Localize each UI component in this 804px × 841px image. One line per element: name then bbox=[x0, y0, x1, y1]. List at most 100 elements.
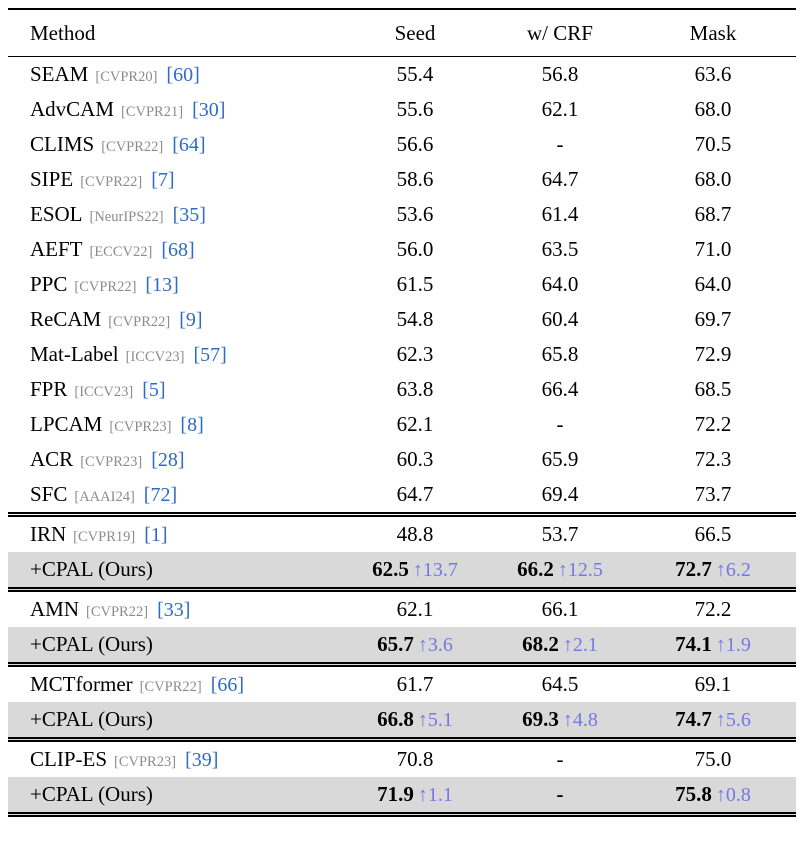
value-cell: 72.3 bbox=[630, 442, 796, 477]
value-cell: 64.7 bbox=[490, 162, 630, 197]
venue-tag: [CVPR22] bbox=[101, 139, 164, 155]
citation-link[interactable]: [57] bbox=[193, 344, 227, 366]
citation-link[interactable]: [7] bbox=[151, 169, 175, 191]
method-row: AMN [CVPR22] [33] 62.1 66.1 72.2 bbox=[8, 587, 796, 627]
improvement-delta: ↑4.8 bbox=[562, 709, 598, 731]
method-row: AdvCAM [CVPR21] [30] 55.6 62.1 68.0 bbox=[8, 92, 796, 127]
header-seed: Seed bbox=[340, 9, 490, 57]
value-cell: 69.1 bbox=[630, 662, 796, 702]
method-row: IRN [CVPR19] [1] 48.8 53.7 66.5 bbox=[8, 512, 796, 552]
value-cell: 58.6 bbox=[340, 162, 490, 197]
citation-link[interactable]: [64] bbox=[172, 134, 206, 156]
value-cell: 64.7 bbox=[340, 477, 490, 515]
citation-link[interactable]: [72] bbox=[143, 484, 178, 506]
venue-tag: [CVPR19] bbox=[73, 529, 136, 545]
method-name: +CPAL (Ours) bbox=[30, 557, 153, 581]
metric-value: 58.6 bbox=[396, 167, 434, 191]
improvement-delta: ↑0.8 bbox=[715, 784, 751, 806]
venue-tag: [CVPR22] bbox=[74, 279, 137, 295]
metric-value: 66.2 bbox=[517, 557, 554, 581]
method-cell: Mat-Label [ICCV23] [57] bbox=[8, 337, 340, 372]
metric-value: 62.5 bbox=[372, 557, 409, 581]
method-name: MCTformer bbox=[30, 672, 133, 696]
citation-link[interactable]: [5] bbox=[142, 379, 166, 401]
metric-value: - bbox=[556, 782, 564, 806]
venue-tag: [ICCV23] bbox=[125, 349, 185, 365]
metric-value: 69.1 bbox=[694, 672, 732, 696]
citation-link[interactable]: [8] bbox=[180, 414, 204, 436]
method-cell: FPR [ICCV23] [5] bbox=[8, 372, 340, 407]
method-cell: ESOL [NeurIPS22] [35] bbox=[8, 197, 340, 232]
venue-tag: [CVPR22] bbox=[139, 679, 202, 695]
venue-tag: [NeurIPS22] bbox=[89, 209, 164, 225]
value-cell: 64.0 bbox=[630, 267, 796, 302]
metric-value: 61.5 bbox=[396, 272, 434, 296]
method-cell: MCTformer [CVPR22] [66] bbox=[8, 662, 340, 702]
table-body: SEAM [CVPR20] [60] 55.4 56.8 63.6 AdvCAM [CVPR2… bbox=[8, 57, 796, 815]
metric-value: 68.5 bbox=[694, 377, 732, 401]
metric-value: 61.7 bbox=[396, 672, 434, 696]
method-name: +CPAL (Ours) bbox=[30, 782, 153, 806]
metric-value: 72.7 bbox=[675, 557, 712, 581]
metric-value: 62.1 bbox=[541, 97, 579, 121]
ours-row: +CPAL (Ours) 62.5 ↑13.7 66.2 ↑12.5 72.7 ↑6.2 bbox=[8, 552, 796, 590]
method-cell: CLIP-ES [CVPR23] [39] bbox=[8, 737, 340, 777]
results-table: Method Seed w/ CRF Mask SEAM [CVPR20] [60]… bbox=[8, 8, 796, 817]
citation-link[interactable]: [13] bbox=[145, 274, 179, 296]
metric-value: 74.1 bbox=[675, 632, 712, 656]
citation-link[interactable]: [9] bbox=[179, 309, 203, 331]
method-cell: IRN [CVPR19] [1] bbox=[8, 512, 340, 552]
method-cell: AdvCAM [CVPR21] [30] bbox=[8, 92, 340, 127]
method-row: LPCAM [CVPR23] [8] 62.1 - 72.2 bbox=[8, 407, 796, 442]
value-cell: 70.8 bbox=[340, 737, 490, 777]
metric-value: 64.5 bbox=[541, 672, 579, 696]
venue-tag: [CVPR20] bbox=[95, 69, 158, 85]
venue-tag: [ECCV22] bbox=[89, 244, 153, 260]
metric-value: 64.7 bbox=[396, 482, 434, 506]
improvement-delta: ↑3.6 bbox=[417, 634, 453, 656]
value-cell: 71.9 ↑1.1 bbox=[340, 777, 490, 815]
metric-value: 66.4 bbox=[541, 377, 579, 401]
venue-tag: [CVPR22] bbox=[108, 314, 171, 330]
header-row: Method Seed w/ CRF Mask bbox=[8, 9, 796, 57]
value-cell: 61.4 bbox=[490, 197, 630, 232]
value-cell: 60.4 bbox=[490, 302, 630, 337]
method-row: ESOL [NeurIPS22] [35] 53.6 61.4 68.7 bbox=[8, 197, 796, 232]
method-name: PPC bbox=[30, 272, 68, 296]
metric-value: 71.0 bbox=[694, 237, 732, 261]
method-name: +CPAL (Ours) bbox=[30, 632, 153, 656]
value-cell: 65.7 ↑3.6 bbox=[340, 627, 490, 665]
metric-value: - bbox=[556, 747, 564, 771]
venue-tag: [CVPR22] bbox=[80, 174, 143, 190]
citation-link[interactable]: [66] bbox=[210, 674, 245, 696]
value-cell: 72.9 bbox=[630, 337, 796, 372]
method-cell: AMN [CVPR22] [33] bbox=[8, 587, 340, 627]
citation-link[interactable]: [35] bbox=[172, 204, 206, 226]
value-cell: 74.1 ↑1.9 bbox=[630, 627, 796, 665]
metric-value: 70.8 bbox=[396, 747, 434, 771]
citation-link[interactable]: [60] bbox=[166, 64, 200, 86]
metric-value: - bbox=[556, 412, 564, 436]
value-cell: 75.8 ↑0.8 bbox=[630, 777, 796, 815]
value-cell: - bbox=[490, 407, 630, 442]
improvement-delta: ↑1.9 bbox=[715, 634, 751, 656]
method-name: SFC bbox=[30, 482, 68, 506]
citation-link[interactable]: [28] bbox=[151, 449, 185, 471]
citation-link[interactable]: [68] bbox=[161, 239, 195, 261]
value-cell: 64.0 bbox=[490, 267, 630, 302]
citation-link[interactable]: [30] bbox=[192, 99, 226, 121]
ours-row: +CPAL (Ours) 71.9 ↑1.1 - 75.8 ↑0.8 bbox=[8, 777, 796, 815]
metric-value: 75.8 bbox=[675, 782, 712, 806]
citation-link[interactable]: [1] bbox=[144, 524, 168, 546]
method-row: MCTformer [CVPR22] [66] 61.7 64.5 69.1 bbox=[8, 662, 796, 702]
value-cell: 64.5 bbox=[490, 662, 630, 702]
value-cell: 54.8 bbox=[340, 302, 490, 337]
citation-link[interactable]: [39] bbox=[185, 749, 219, 771]
value-cell: 68.0 bbox=[630, 92, 796, 127]
metric-value: 64.0 bbox=[541, 272, 579, 296]
method-row: CLIP-ES [CVPR23] [39] 70.8 - 75.0 bbox=[8, 737, 796, 777]
metric-value: 56.0 bbox=[396, 237, 434, 261]
citation-link[interactable]: [33] bbox=[157, 599, 191, 621]
ours-row: +CPAL (Ours) 66.8 ↑5.1 69.3 ↑4.8 74.7 ↑5.6 bbox=[8, 702, 796, 740]
venue-tag: [ICCV23] bbox=[74, 384, 134, 400]
